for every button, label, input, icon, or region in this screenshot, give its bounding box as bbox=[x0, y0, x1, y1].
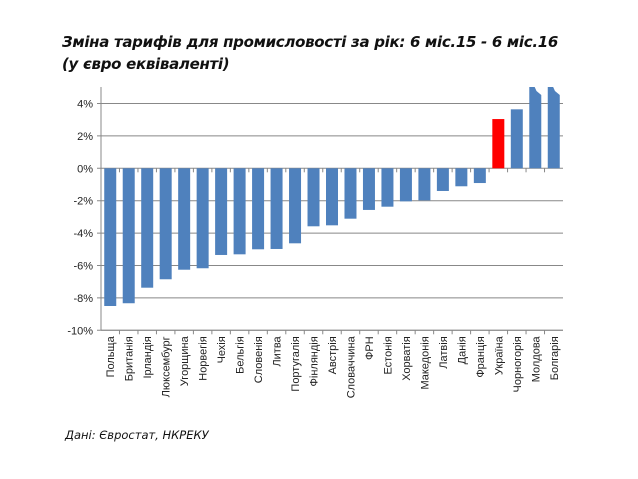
x-category-label: Литва bbox=[272, 335, 284, 366]
bar-Молдова bbox=[529, 87, 542, 169]
data-source-note: Дані: Євростат, НКРЕКУ bbox=[65, 428, 209, 442]
bar-Словенія bbox=[252, 168, 265, 250]
bar-Люксембург bbox=[159, 168, 172, 280]
x-category-label: Хорватія bbox=[401, 336, 413, 381]
bar-Ірландія bbox=[141, 168, 154, 288]
x-category-label: Угорщина bbox=[179, 335, 191, 386]
y-tick-label: -10% bbox=[67, 325, 93, 337]
x-category-label: Ірландія bbox=[142, 336, 154, 378]
bar-Австрія bbox=[326, 168, 338, 226]
bar-Латвія bbox=[436, 168, 449, 191]
bar-Естонія bbox=[381, 168, 394, 207]
x-category-label: Латвія bbox=[438, 336, 450, 368]
x-category-label: Британія bbox=[124, 336, 136, 381]
bar-Норвегія bbox=[196, 168, 209, 269]
x-category-label: Македонія bbox=[419, 336, 431, 389]
bar-Болгарія bbox=[547, 87, 560, 169]
x-category-label: Данія bbox=[456, 336, 468, 364]
y-axis-ticks: 4% 2% 0% -2% -4% -6% -8% -10% bbox=[67, 99, 93, 338]
x-category-label: Фінляндія bbox=[309, 336, 321, 386]
y-tick-label: 4% bbox=[77, 99, 93, 111]
y-tick-label: 0% bbox=[77, 163, 93, 175]
bar-Македонія bbox=[418, 168, 431, 201]
bar-Британія bbox=[122, 168, 135, 304]
x-category-label: Болгарія bbox=[549, 336, 561, 380]
y-tick-label: -6% bbox=[73, 261, 93, 273]
axes bbox=[100, 87, 563, 335]
bar-Угорщина bbox=[178, 168, 191, 270]
x-category-label: Польща bbox=[105, 335, 117, 377]
bar-Хорватія bbox=[399, 168, 412, 202]
y-tick-label: -2% bbox=[73, 196, 93, 208]
bar-Чорногорія bbox=[510, 109, 523, 169]
x-category-label: Франція bbox=[475, 336, 487, 377]
x-category-label: Словенія bbox=[253, 336, 265, 383]
x-category-label: Словаччина bbox=[345, 335, 357, 398]
x-category-label: Бельгія bbox=[235, 336, 247, 374]
bar-Словаччина bbox=[344, 168, 357, 219]
x-category-label: Австрія bbox=[327, 336, 339, 374]
chart-title-line-1: Зміна тарифів для промисловості за рік: … bbox=[62, 33, 558, 51]
y-tick-label: -4% bbox=[73, 228, 93, 240]
bar-Фінляндія bbox=[307, 168, 320, 227]
chart-title: Зміна тарифів для промисловості за рік: … bbox=[62, 31, 558, 75]
x-category-label: Чорногорія bbox=[512, 336, 524, 392]
x-category-label: Португалія bbox=[290, 336, 302, 391]
bar-Данія bbox=[455, 168, 468, 187]
y-tick-label: -8% bbox=[73, 293, 93, 305]
bar-Франція bbox=[473, 168, 486, 184]
x-category-label: ФРН bbox=[364, 336, 376, 360]
bar-Португалія bbox=[289, 168, 302, 244]
bars bbox=[104, 87, 560, 306]
x-category-label: Молдова bbox=[530, 335, 542, 382]
x-category-label: Україна bbox=[493, 335, 505, 375]
bar-Бельгія bbox=[233, 168, 246, 255]
bar-Литва bbox=[270, 168, 283, 249]
x-category-label: Норвегія bbox=[198, 336, 210, 380]
y-tick-label: 2% bbox=[77, 131, 93, 143]
x-category-label: Чехія bbox=[216, 336, 228, 363]
bar-ФРН bbox=[362, 168, 375, 210]
bar-Польща bbox=[104, 168, 117, 306]
x-category-label: Естонія bbox=[382, 336, 394, 374]
chart-title-line-2: (у євро еквіваленті) bbox=[62, 55, 230, 73]
x-category-label: Люксембург bbox=[161, 336, 173, 397]
bar-Чехія bbox=[215, 168, 228, 255]
bar-Україна bbox=[492, 119, 505, 169]
x-axis-labels: Польща Британія Ірландія Люксембург Угорщина… bbox=[105, 335, 561, 398]
